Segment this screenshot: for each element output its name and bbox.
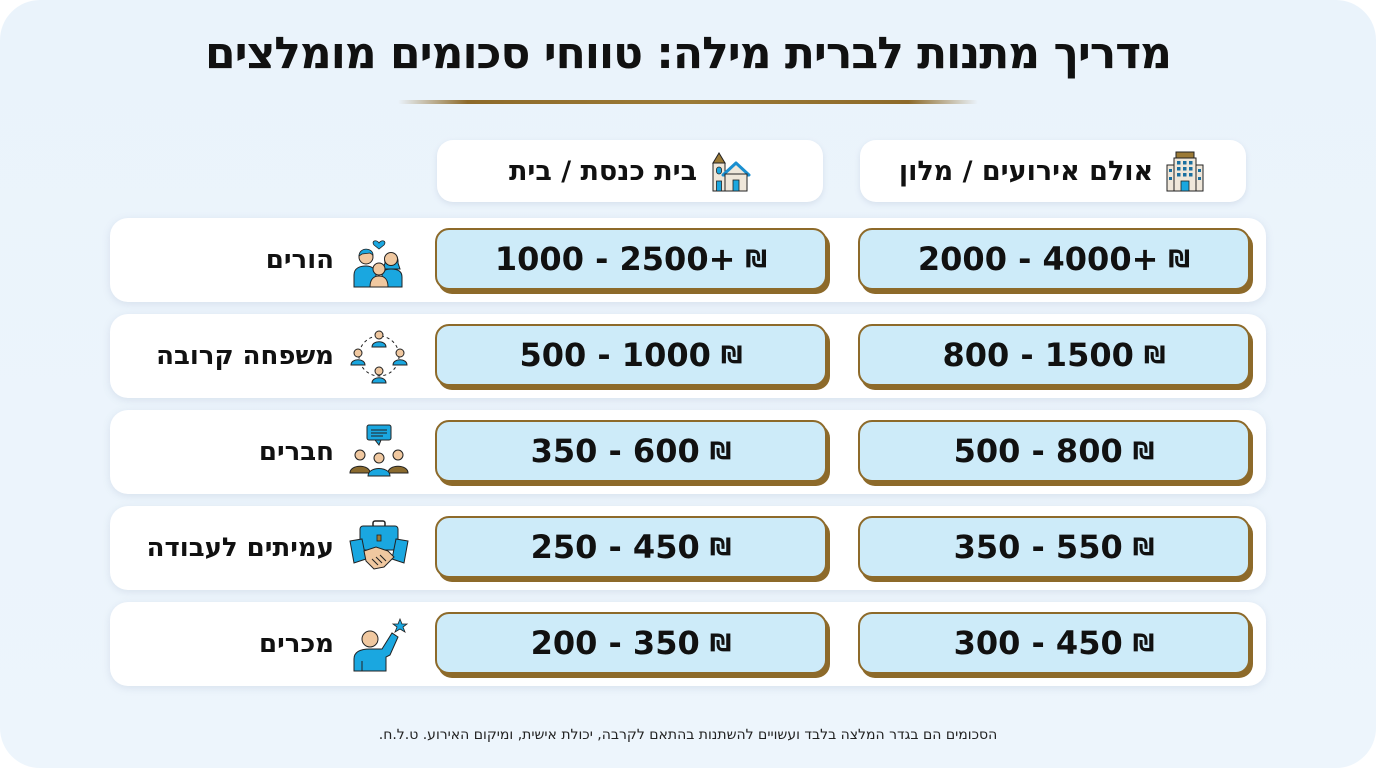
shekel-symbol: ₪ <box>1132 437 1155 465</box>
column-header-label: בית כנסת / בית <box>508 155 698 187</box>
title-divider <box>398 100 978 104</box>
shekel-symbol: ₪ <box>720 341 743 369</box>
row-category-label: משפחה קרובה <box>156 341 334 371</box>
amount-synagogue-home: 350 - 600 ₪ <box>435 420 827 482</box>
shekel-symbol: ₪ <box>709 629 732 657</box>
shekel-symbol: ₪ <box>709 533 732 561</box>
amount-synagogue-home: 1000 - 2500+ ₪ <box>435 228 827 290</box>
parents-family-icon <box>353 240 403 288</box>
amount-event-hall-hotel: 2000 - 4000+ ₪ <box>858 228 1250 290</box>
amount-event-hall-hotel: 350 - 550 ₪ <box>858 516 1250 578</box>
row-category: משפחה קרובה <box>130 314 410 398</box>
shekel-symbol: ₪ <box>1132 629 1155 657</box>
hotel-building-icon <box>1166 151 1204 192</box>
shekel-symbol: ₪ <box>1168 245 1191 273</box>
row-category-label: עמיתים לעבודה <box>146 533 334 563</box>
close-family-circle-icon <box>350 330 408 384</box>
synagogue-house-icon <box>712 152 751 192</box>
amount-event-hall-hotel: 800 - 1500 ₪ <box>858 324 1250 386</box>
table-row: עמיתים לעבודה 250 - 450 ₪ 350 - 550 ₪ <box>110 506 1266 590</box>
shekel-symbol: ₪ <box>1132 533 1155 561</box>
column-header-synagogue-home: בית כנסת / בית <box>437 140 823 202</box>
table-row: משפחה קרובה 500 - 1000 ₪ 800 - 1500 ₪ <box>110 314 1266 398</box>
row-category: מכרים <box>130 602 410 686</box>
shekel-symbol: ₪ <box>709 437 732 465</box>
amount-event-hall-hotel: 300 - 450 ₪ <box>858 612 1250 674</box>
amount-synagogue-home: 500 - 1000 ₪ <box>435 324 827 386</box>
amount-synagogue-home: 200 - 350 ₪ <box>435 612 827 674</box>
shekel-symbol: ₪ <box>745 245 768 273</box>
row-category-label: חברים <box>258 437 334 467</box>
table-row: הורים 1000 - 2500+ ₪ 2000 - 4000+ ₪ <box>110 218 1266 302</box>
column-header-label: אולם אירועים / מלון <box>898 155 1154 187</box>
page-title: מדריך מתנות לברית מילה: טווחי סכומים מומ… <box>204 28 1172 79</box>
table-row: מכרים 200 - 350 ₪ 300 - 450 ₪ <box>110 602 1266 686</box>
column-header-event-hall-hotel: אולם אירועים / מלון <box>860 140 1246 202</box>
table-row: חברים 350 - 600 ₪ 500 - 800 ₪ <box>110 410 1266 494</box>
coworkers-handshake-icon <box>349 520 409 570</box>
row-category: עמיתים לעבודה <box>130 506 410 590</box>
footnote: הסכומים הם בגדר המלצה בלבד ועשויים להשתנ… <box>378 727 998 743</box>
amount-synagogue-home: 250 - 450 ₪ <box>435 516 827 578</box>
acquaintance-wave-icon <box>353 617 409 672</box>
row-category: חברים <box>130 410 410 494</box>
shekel-symbol: ₪ <box>1143 341 1166 369</box>
friends-chat-icon <box>349 424 409 477</box>
amount-event-hall-hotel: 500 - 800 ₪ <box>858 420 1250 482</box>
row-category-label: הורים <box>265 245 334 275</box>
row-category-label: מכרים <box>259 629 334 659</box>
row-category: הורים <box>130 218 410 302</box>
